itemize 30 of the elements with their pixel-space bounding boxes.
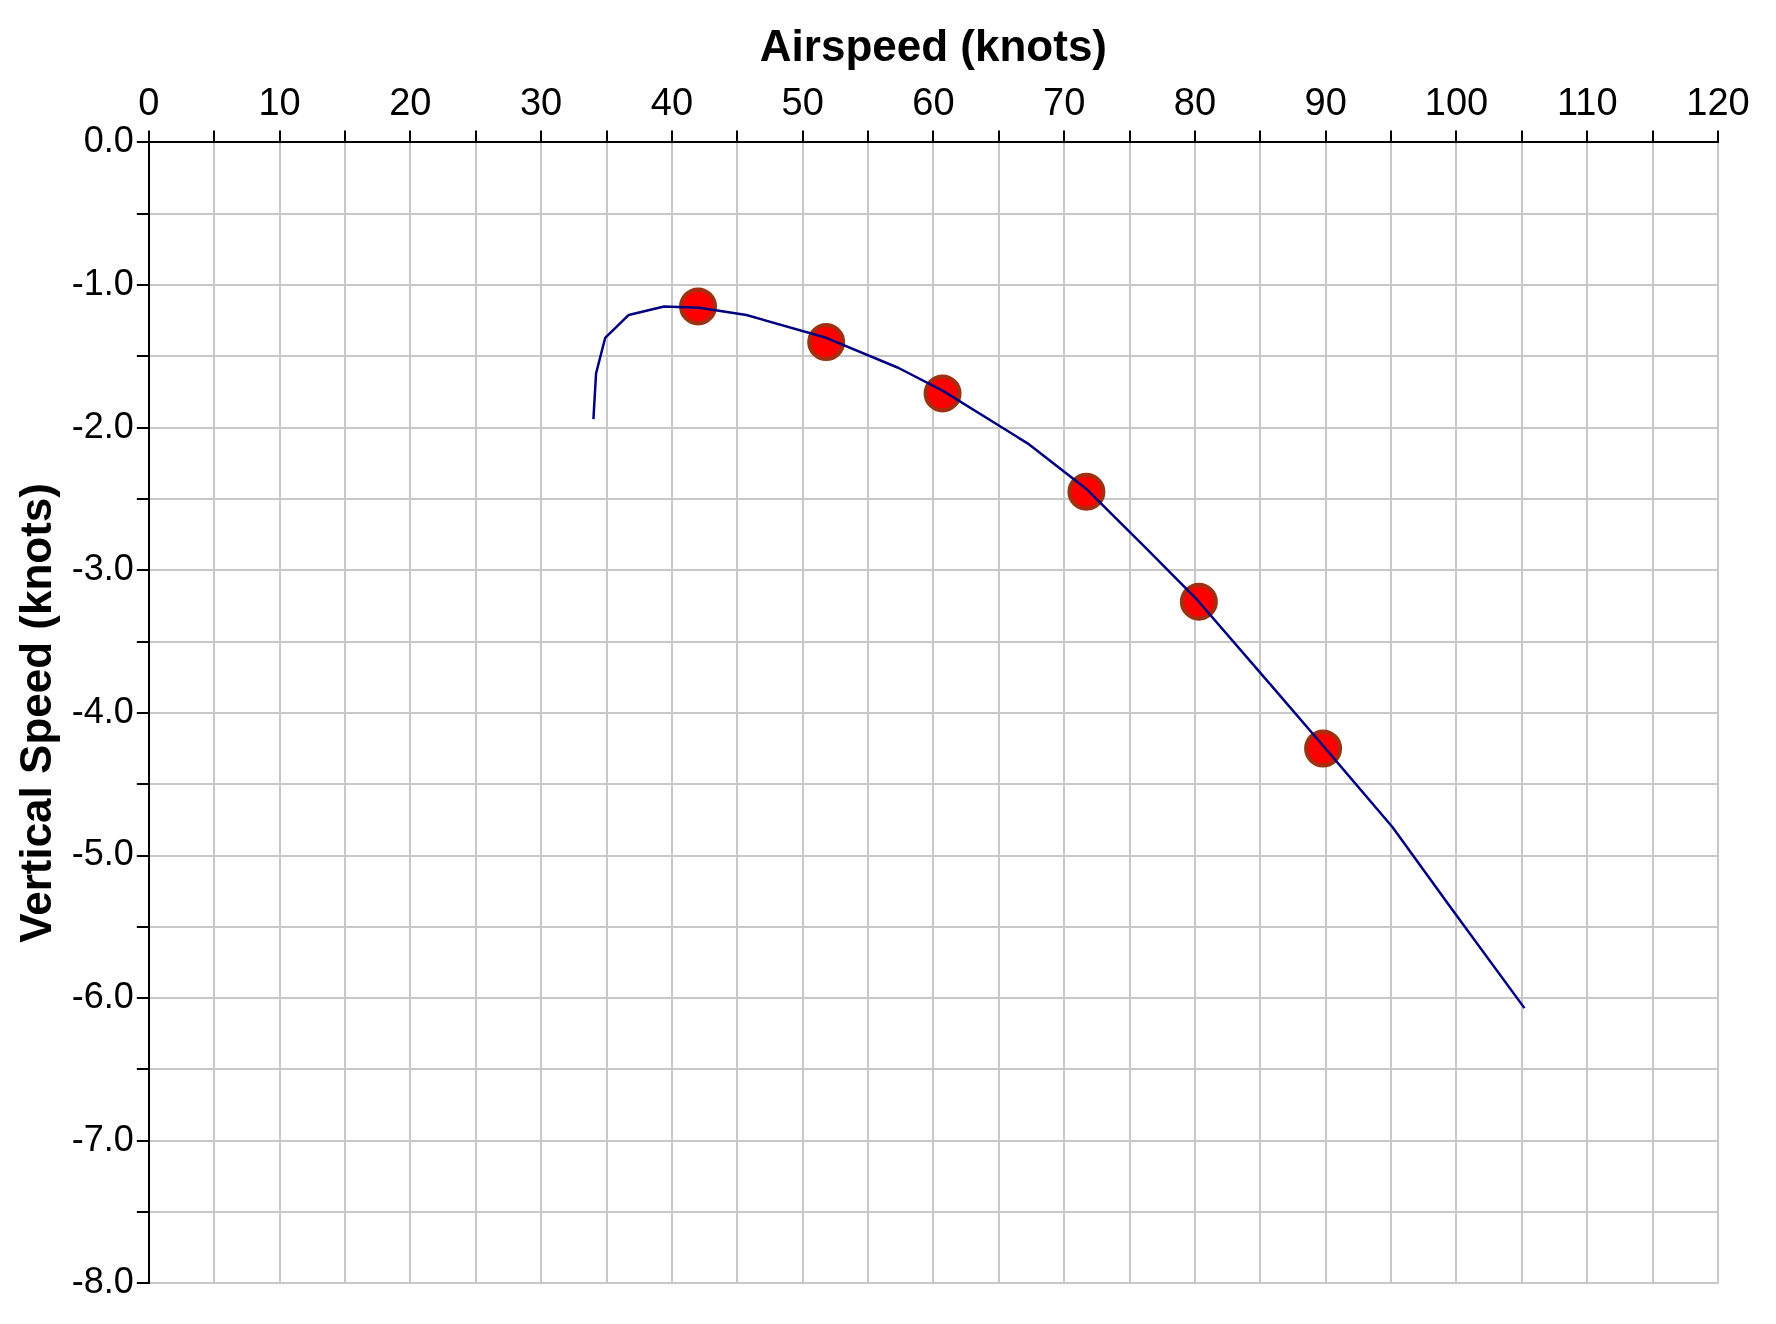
y-tick-label: -3.0 xyxy=(71,547,134,589)
y-tick-label: -6.0 xyxy=(71,975,134,1017)
y-tick-label: -5.0 xyxy=(71,832,134,874)
y-tick-label: -4.0 xyxy=(71,689,134,731)
point xyxy=(807,323,846,362)
x-tick-label: 80 xyxy=(1173,81,1217,124)
x-tick-label: 10 xyxy=(258,81,301,124)
x-tick-label: 70 xyxy=(1043,81,1086,124)
x-tick-label: 120 xyxy=(1686,81,1750,124)
y-axis-title: Vertical Speed (knots) xyxy=(10,483,60,943)
y-tick-label: 0.0 xyxy=(83,119,134,161)
point xyxy=(679,287,718,326)
x-tick-label: 30 xyxy=(519,81,563,124)
point xyxy=(923,374,962,413)
x-tick-label: 0 xyxy=(138,81,160,124)
x-tick-label: 110 xyxy=(1556,81,1618,124)
point xyxy=(1179,582,1218,621)
point xyxy=(1067,472,1106,511)
y-tick-label: -8.0 xyxy=(71,1260,134,1302)
x-tick-label: 90 xyxy=(1304,81,1347,124)
x-axis-title: Airspeed (knots) xyxy=(759,20,1107,70)
x-tick-label: 40 xyxy=(650,81,694,124)
x-tick-label: 100 xyxy=(1424,81,1489,124)
x-tick-label: 20 xyxy=(389,81,432,124)
point xyxy=(1304,729,1343,768)
x-tick-label: 60 xyxy=(912,81,955,124)
x-tick-label: 50 xyxy=(781,81,824,124)
y-tick-label: -2.0 xyxy=(71,404,134,446)
y-tick-label: -1.0 xyxy=(71,261,134,303)
y-tick-label: -7.0 xyxy=(71,1117,134,1159)
